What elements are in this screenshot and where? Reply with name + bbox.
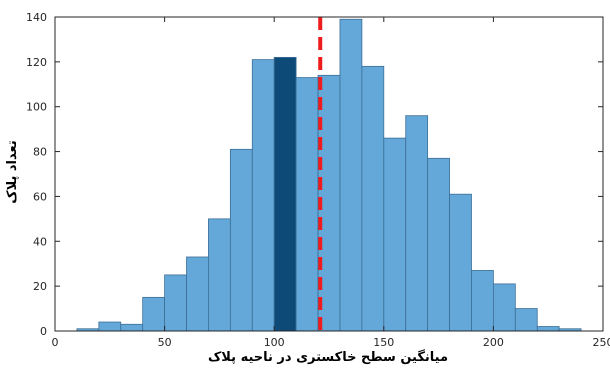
x-tick-label: 150: [373, 336, 394, 349]
histogram-bar: [361, 65, 385, 332]
histogram-bar: [164, 274, 187, 332]
y-tick-label: 40: [33, 235, 47, 248]
histogram-bar: [208, 218, 231, 332]
histogram-bars: [76, 18, 582, 332]
x-axis-ticks: 0 50 100 150 200 250: [52, 17, 610, 349]
y-axis-label: تعداد پلاک: [5, 140, 20, 203]
histogram-bar-highlighted: [273, 56, 297, 332]
histogram-bar: [536, 326, 560, 332]
histogram-bar: [251, 59, 275, 332]
histogram-bar: [492, 283, 516, 332]
histogram-bar: [449, 193, 472, 332]
y-tick-label: 0: [40, 325, 47, 338]
x-tick-label: 100: [264, 336, 285, 349]
histogram-bar: [142, 296, 165, 332]
y-tick-label: 80: [33, 146, 47, 159]
histogram-bar: [120, 323, 144, 332]
y-tick-label: 20: [33, 280, 47, 293]
histogram-bar: [427, 157, 450, 332]
histogram-bar: [471, 270, 494, 332]
histogram-bar: [339, 18, 363, 332]
histogram-bar: [514, 308, 538, 332]
x-axis-label: میانگین سطح خاکستری در ناحیه پلاک: [208, 349, 448, 365]
y-tick-label: 60: [33, 190, 47, 203]
y-tick-label: 120: [26, 56, 47, 69]
y-tick-label: 100: [26, 101, 47, 114]
x-tick-label: 50: [158, 336, 172, 349]
x-tick-label: 250: [593, 336, 610, 349]
histogram-bar: [383, 137, 407, 332]
y-axis-ticks: 0 20 40 60 80 100 120 140: [26, 11, 603, 338]
y-tick-label: 140: [26, 11, 47, 24]
x-tick-label: 200: [483, 336, 504, 349]
histogram-bar: [98, 321, 122, 332]
histogram-bar: [405, 115, 429, 332]
plot-frame: [54, 16, 604, 332]
histogram-bar: [229, 148, 253, 332]
x-tick-label: 0: [52, 336, 59, 349]
histogram-bar: [186, 256, 209, 332]
histogram-bar: [295, 77, 319, 332]
